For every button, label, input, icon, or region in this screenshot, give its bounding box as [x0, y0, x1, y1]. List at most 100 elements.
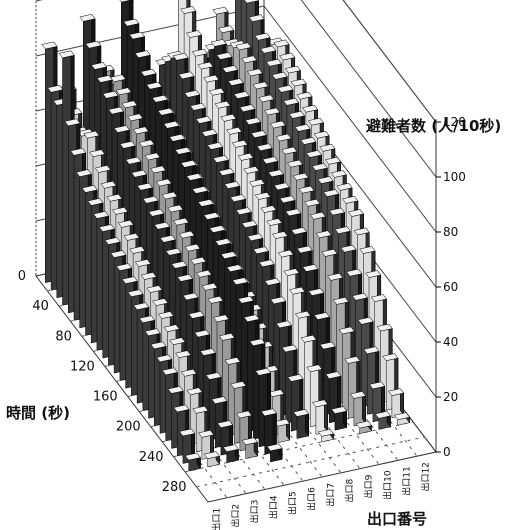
bar-top	[127, 289, 144, 297]
bar-top	[293, 409, 310, 417]
bar-top	[313, 130, 330, 139]
bar-top	[209, 225, 226, 233]
bar-top	[388, 388, 405, 396]
bar-top	[208, 87, 225, 96]
bar-top	[203, 212, 220, 220]
time-tick-label: 120	[70, 359, 95, 374]
bar-top	[290, 78, 307, 87]
bar-top	[144, 328, 161, 337]
bar-top	[279, 52, 296, 61]
bar-top	[294, 124, 311, 132]
bar-top	[262, 156, 279, 165]
bar-top	[58, 50, 75, 59]
bar-top	[256, 143, 273, 152]
exit-tick-label: 出口3	[249, 500, 261, 524]
exit-tick-label: 出口8	[344, 479, 356, 503]
bar-top	[201, 129, 218, 137]
bar-top	[309, 211, 327, 220]
bar-top	[292, 172, 309, 181]
bar-top	[222, 65, 239, 73]
bar-top	[231, 140, 248, 148]
bar-top	[241, 220, 258, 228]
bar-top	[307, 117, 324, 126]
right-gridline	[263, 5, 437, 233]
bar-top	[138, 315, 156, 324]
bar-top	[254, 192, 271, 200]
bar	[274, 418, 291, 444]
bar-top	[353, 227, 370, 236]
bar-top	[237, 153, 254, 161]
bar-top	[229, 194, 247, 202]
bar-top	[207, 142, 224, 150]
time-tick-label: 80	[55, 329, 72, 344]
bar-top	[163, 120, 180, 129]
bar-top	[153, 221, 171, 230]
bar-top	[146, 81, 163, 90]
bar-top	[180, 6, 197, 14]
bar-top	[212, 6, 229, 15]
bar-top	[133, 302, 150, 311]
bar-top	[260, 205, 277, 213]
bar-top	[151, 94, 168, 103]
bar-top	[241, 437, 258, 446]
bar-top	[281, 344, 298, 353]
bar-top	[340, 244, 357, 253]
bar-top	[321, 249, 338, 257]
bar-top	[332, 297, 349, 305]
bar-top	[112, 207, 129, 215]
bar-top	[180, 160, 197, 168]
bar-top	[224, 181, 241, 189]
bar	[355, 420, 372, 434]
bars-group	[41, 0, 410, 472]
bar-top	[393, 412, 410, 420]
exit-tick-label: 出口9	[363, 474, 375, 498]
bar-top	[277, 84, 294, 93]
bar-top	[248, 179, 266, 187]
bar-top	[93, 211, 110, 219]
bar-top	[338, 326, 355, 335]
right-gridline	[342, 0, 437, 123]
bar-top	[128, 31, 146, 40]
bar-top	[327, 273, 344, 281]
bar-top	[186, 173, 203, 181]
bar-top	[266, 443, 283, 452]
exit-tick-label: 出口11	[401, 466, 413, 495]
bar-top	[146, 285, 163, 293]
bar-top	[142, 195, 159, 204]
time-tick-label: 280	[162, 480, 187, 495]
z-tick-label: 80	[443, 225, 458, 239]
bar-top	[226, 264, 243, 272]
bar-top	[273, 182, 290, 191]
bar-top	[313, 312, 330, 320]
bar-top	[152, 298, 169, 306]
bar-top	[289, 286, 306, 295]
bar-top	[346, 268, 363, 277]
bar-top	[186, 387, 203, 396]
bar-top	[185, 30, 203, 38]
bar-top	[144, 152, 161, 161]
bar-top	[203, 74, 220, 83]
bar-top	[159, 235, 176, 243]
bar-top	[100, 180, 117, 189]
bar-top	[265, 58, 282, 67]
bar-top	[247, 233, 264, 242]
exit-tick-label: 出口10	[382, 470, 394, 500]
bar-top	[178, 71, 195, 80]
bar-top	[255, 368, 272, 376]
bar-top	[312, 399, 329, 408]
bar-top	[260, 408, 277, 417]
bar-top	[308, 288, 325, 296]
exit-tick-label: 出口5	[287, 491, 299, 515]
bar-top	[347, 209, 365, 217]
bar-top	[374, 411, 391, 419]
bar-top	[382, 353, 399, 361]
bar-top	[306, 364, 323, 373]
exit-tick-label: 出口6	[306, 487, 318, 511]
bar-top	[369, 381, 386, 390]
bar-top	[330, 170, 347, 178]
floor-gridline	[184, 421, 414, 473]
bar-top	[277, 249, 294, 258]
bar-top	[227, 78, 244, 86]
bar-top	[224, 357, 241, 365]
bar-top	[75, 169, 92, 177]
